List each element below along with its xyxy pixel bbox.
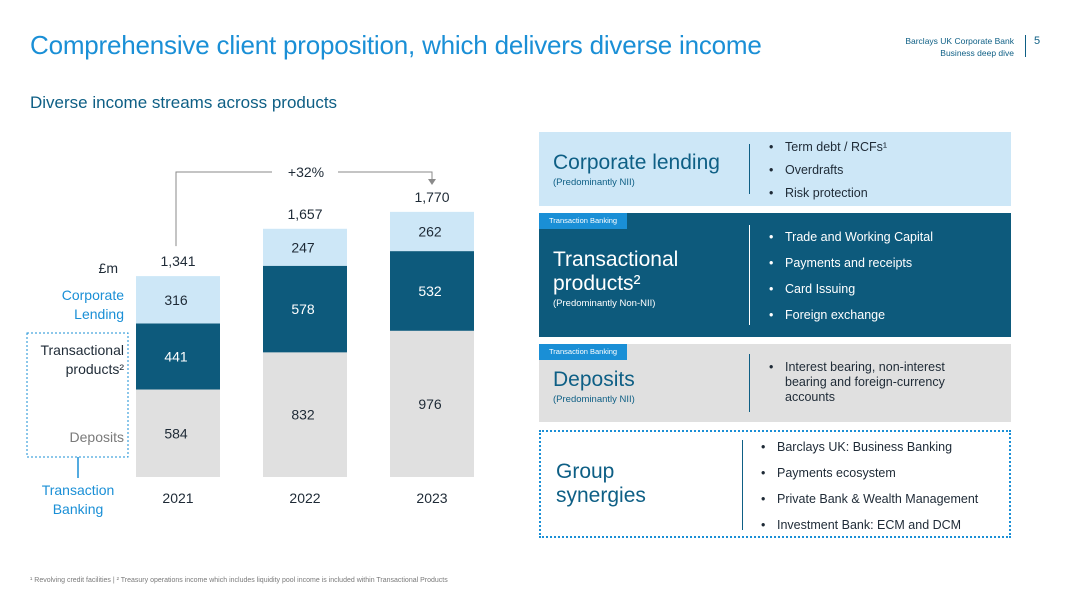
- panel-group-bullets: Barclays UK: Business BankingPayments ec…: [759, 434, 978, 538]
- legend-group-box: [26, 332, 129, 458]
- value-label-transactional-2023: 532: [418, 283, 442, 299]
- panel-deposits: Transaction Banking Deposits (Predominan…: [539, 344, 1011, 422]
- brand-line-1: Barclays UK Corporate Bank: [905, 36, 1014, 46]
- panel-deposits-title: Deposits: [553, 368, 635, 391]
- deposits-bullet-1: Interest bearing, non-interest: [767, 360, 945, 375]
- legend-group-line-1: Transaction: [42, 482, 115, 498]
- total-label-2022: 1,657: [287, 206, 322, 222]
- bar-deposits-2023: [390, 330, 474, 477]
- transactional-bullet-2: Payments and receipts: [767, 250, 933, 276]
- corporate-bullet-3: Risk protection: [767, 182, 887, 205]
- chart-legend: Corporate Lending Transactional products² De…: [26, 287, 129, 517]
- bar-corporate-2021: [136, 276, 220, 324]
- panel-transactional-title-1: Transactional: [553, 248, 679, 271]
- deposits-bullet-2: bearing and foreign-currency: [785, 375, 945, 389]
- chart-labels: 584 441 316 1,341 2021 832 578 247 1,657 2022 976 5…: [99, 189, 450, 506]
- growth-arrowhead: [428, 179, 436, 185]
- transaction-banking-tag: Transaction Banking: [539, 213, 628, 229]
- panel-group-synergies: Group synergies Barclays UK: Business Ba…: [539, 430, 1011, 538]
- corporate-bullet-2: Overdrafts: [767, 159, 887, 182]
- group-bullet-2: Payments ecosystem: [759, 460, 978, 486]
- unit-label: £m: [99, 260, 118, 276]
- page-title: Comprehensive client proposition, which …: [30, 30, 762, 60]
- legend-corporate-line-2: Lending: [74, 306, 124, 322]
- bar-deposits-2021: [136, 389, 220, 477]
- income-stacked-bar-chart: 584 441 316 1,341 2021 832 578 247 1,657 2022 976 5…: [26, 164, 474, 517]
- deposits-bullet-3: accounts: [785, 390, 836, 404]
- group-bullet-4: Investment Bank: ECM and DCM: [759, 512, 978, 538]
- x-tick-2021: 2021: [162, 490, 193, 506]
- page-number: 5: [1034, 35, 1041, 47]
- panel-group-heading: Group synergies: [556, 460, 646, 508]
- panel-corporate-lending: Corporate lending (Predominantly NII) Te…: [539, 132, 1011, 206]
- legend-transactional-line-1: Transactional: [40, 342, 124, 358]
- x-tick-2022: 2022: [289, 490, 320, 506]
- growth-label: +32%: [288, 164, 324, 180]
- legend-transactional-line-2: products²: [66, 361, 125, 377]
- value-label-deposits-2023: 976: [418, 396, 442, 412]
- total-label-2021: 1,341: [160, 253, 195, 269]
- header-divider: [1025, 35, 1026, 57]
- panel-corporate-sub: (Predominantly NII): [553, 177, 635, 188]
- bar-deposits-2022: [263, 352, 347, 477]
- panel-corporate-divider: [749, 144, 750, 194]
- panel-transactional-divider: [749, 225, 750, 325]
- panel-group-title-1: Group: [556, 460, 615, 483]
- bar-corporate-2022: [263, 228, 347, 266]
- growth-line-right: [338, 171, 433, 180]
- legend-group-line-2: Banking: [53, 501, 104, 517]
- growth-line-left: [175, 171, 272, 247]
- growth-arrow: +32%: [175, 164, 436, 247]
- panel-transactional-sub: (Predominantly Non-NII): [553, 298, 656, 309]
- bar-corporate-2023: [390, 211, 474, 252]
- panel-corporate-bullets: Term debt / RCFs¹OverdraftsRisk protecti…: [767, 136, 887, 205]
- transactional-bullet-3: Card Issuing: [767, 276, 933, 302]
- transactional-bullet-4: Foreign exchange: [767, 302, 933, 328]
- panel-deposits-divider: [749, 354, 750, 412]
- brand-header: Barclays UK Corporate Bank Business deep…: [905, 35, 1014, 59]
- panel-group-divider: [742, 440, 743, 530]
- value-label-transactional-2021: 441: [164, 348, 188, 364]
- legend-corporate-line-1: Corporate: [62, 287, 124, 303]
- panel-transactional-heading: Transactional products² (Predominantly N…: [553, 248, 678, 309]
- brand-line-2: Business deep dive: [940, 48, 1014, 58]
- bar-transactional-2022: [263, 265, 347, 353]
- panel-deposits-sub: (Predominantly NII): [553, 394, 635, 405]
- panel-transactional-title-2: products²: [553, 272, 641, 295]
- group-bullet-3: Private Bank & Wealth Management: [759, 486, 978, 512]
- panel-corporate-heading: Corporate lending (Predominantly NII): [553, 151, 720, 188]
- section-subtitle: Diverse income streams across products: [30, 93, 338, 112]
- footnote: ¹ Revolving credit facilities | ² Treasu…: [30, 577, 448, 584]
- corporate-bullet-1: Term debt / RCFs¹: [767, 136, 887, 159]
- panel-transactional-products: Transaction Banking Transactional produc…: [539, 213, 1011, 337]
- value-label-deposits-2022: 832: [291, 407, 315, 423]
- panel-corporate-title: Corporate lending: [553, 151, 720, 174]
- value-label-transactional-2022: 578: [291, 301, 315, 317]
- group-bullet-1: Barclays UK: Business Banking: [759, 434, 978, 460]
- legend-deposits: Deposits: [70, 429, 124, 445]
- panel-transactional-bullets: Trade and Working CapitalPayments and re…: [767, 224, 933, 328]
- value-label-corporate-2023: 262: [418, 223, 442, 239]
- total-label-2023: 1,770: [414, 189, 449, 205]
- value-label-corporate-2022: 247: [291, 239, 315, 255]
- value-label-deposits-2021: 584: [164, 425, 188, 441]
- panel-group-title-2: synergies: [556, 484, 646, 507]
- transactional-bullet-1: Trade and Working Capital: [767, 224, 933, 250]
- x-tick-2023: 2023: [416, 490, 447, 506]
- panel-deposits-heading: Deposits (Predominantly NII): [553, 368, 635, 405]
- bar-transactional-2021: [136, 323, 220, 390]
- bar-transactional-2023: [390, 251, 474, 331]
- value-label-corporate-2021: 316: [164, 292, 188, 308]
- chart-bars: [136, 211, 474, 477]
- transaction-banking-tag-2: Transaction Banking: [539, 344, 628, 360]
